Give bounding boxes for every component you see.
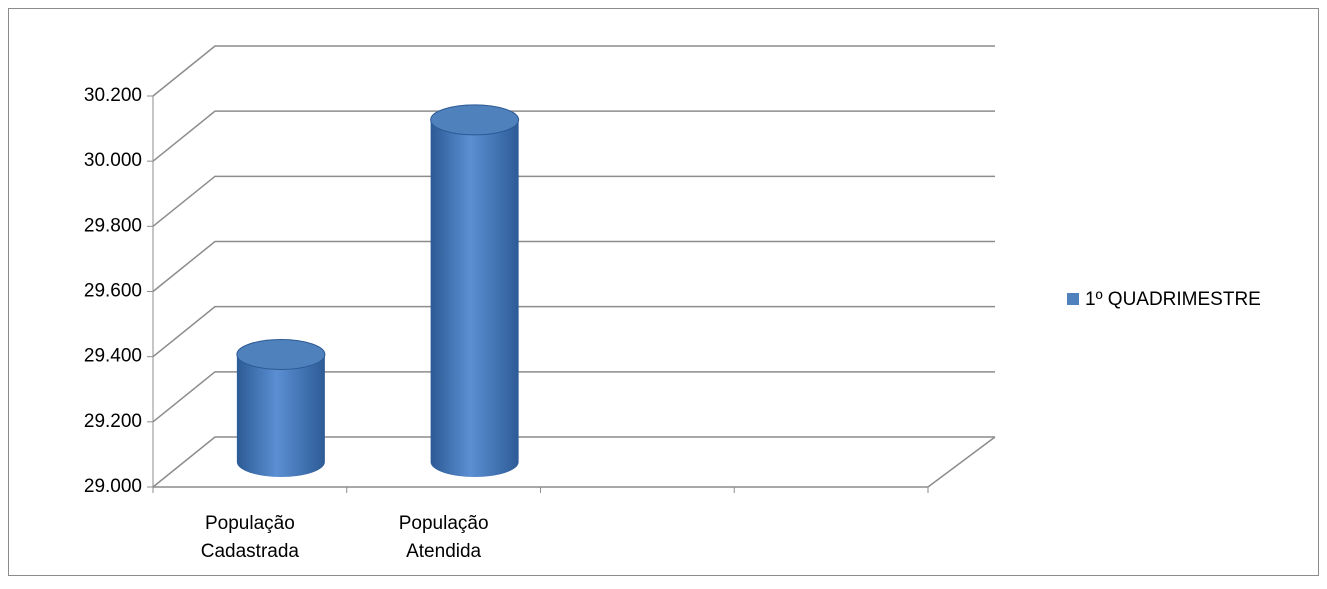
grid-line bbox=[152, 240, 995, 293]
chart-frame bbox=[8, 8, 1319, 576]
y-tick-label: 29.400 bbox=[84, 346, 142, 367]
bar-body bbox=[236, 354, 325, 478]
grid-line bbox=[152, 305, 995, 358]
x-tick-label-line: Atendida bbox=[406, 541, 481, 562]
x-tick-label: População Cadastrada bbox=[201, 513, 300, 562]
bar bbox=[430, 104, 520, 478]
x-tick-label: População Atendida bbox=[399, 513, 489, 562]
legend-label: 1º QUADRIMESTRE bbox=[1085, 289, 1261, 310]
y-tick-label: 29.800 bbox=[84, 215, 142, 236]
y-tick-label: 29.200 bbox=[84, 411, 142, 432]
grid-line bbox=[152, 436, 995, 488]
bar-top bbox=[236, 338, 326, 370]
x-tick-label-line: População bbox=[205, 513, 295, 534]
y-tick-label: 29.000 bbox=[84, 476, 142, 497]
grid-line bbox=[152, 175, 995, 227]
grid-line bbox=[152, 45, 995, 97]
grid-line bbox=[152, 371, 995, 423]
grid-line bbox=[152, 110, 995, 162]
bar-top bbox=[430, 104, 520, 136]
y-tick-label: 30.200 bbox=[84, 85, 142, 106]
y-tick-label: 29.600 bbox=[84, 281, 142, 302]
x-tick-label-line: População bbox=[399, 513, 489, 534]
bar bbox=[236, 338, 326, 478]
bar-body bbox=[430, 119, 519, 478]
legend-swatch bbox=[1067, 293, 1079, 305]
x-tick-label-line: Cadastrada bbox=[201, 541, 300, 562]
y-tick-label: 30.000 bbox=[84, 150, 142, 171]
